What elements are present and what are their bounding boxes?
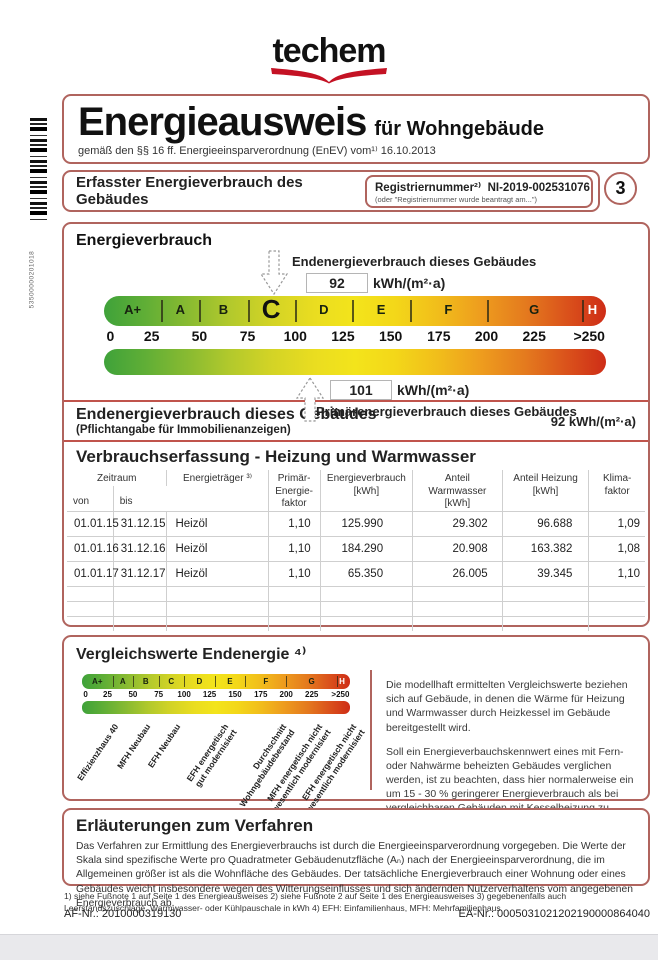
registration-number-box: Registriernummer²⁾ NI-2019-002531076 (od… xyxy=(365,174,593,208)
page-number-badge: 3 xyxy=(604,172,637,205)
comparison-box: Vergleichswerte Endenergie ⁴⁾ A+ A B C D… xyxy=(62,635,650,829)
energy-consumption-box: Energieverbrauch Endenergieverbrauch die… xyxy=(62,222,650,631)
end-energy-arrow-down-icon xyxy=(260,250,288,296)
end-energy-label: Endenergieverbrauch dieses Gebäudes xyxy=(292,254,537,269)
class-f: F xyxy=(444,302,453,317)
brand-logo-text: techem xyxy=(272,32,386,70)
class-g: G xyxy=(529,302,540,317)
energy-scale-section: Energieverbrauch Endenergieverbrauch die… xyxy=(64,224,648,422)
class-e: E xyxy=(376,302,386,317)
end-energy-summary-row: Endenergieverbrauch dieses Gebäudes (Pfl… xyxy=(64,400,648,440)
table-row: 01.01.16 31.12.16 Heizöl 1,10 184.290 20… xyxy=(67,535,645,561)
table-row: 01.01.15 31.12.15 Heizöl 1,10 125.990 29… xyxy=(67,510,645,536)
procedure-text: Das Verfahren zur Ermittlung des Energie… xyxy=(76,841,633,909)
primary-energy-value: 101 xyxy=(330,380,392,400)
energy-section-heading: Energieverbrauch xyxy=(76,232,213,249)
col-von: von xyxy=(67,486,114,511)
col-energieverbrauch: Energieverbrauch [kWh] xyxy=(320,470,414,511)
col-anteil-heizung: Anteil Heizung [kWh] xyxy=(502,470,590,511)
class-a: A xyxy=(175,302,185,317)
end-energy-unit: kWh/(m²·a) xyxy=(373,275,446,291)
recorded-consumption-box: Erfasster Energieverbrauch des Gebäudes … xyxy=(62,170,600,212)
barcode-number: 53500000201018 xyxy=(28,250,36,309)
consumption-table: Zeitraum Energieträger ³⁾ Primär- Energi… xyxy=(67,470,645,631)
ea-number: EA-Nr.: 0005031021202190000864040 xyxy=(458,908,650,920)
class-h: H xyxy=(587,302,598,317)
procedure-heading: Erläuterungen zum Verfahren xyxy=(76,816,314,835)
document-title: Energieausweis xyxy=(78,100,367,144)
table-row-empty xyxy=(67,600,645,616)
barcode: 53500000201018 xyxy=(28,118,47,308)
primary-energy-unit: kWh/(m²·a) xyxy=(397,382,470,398)
primary-energy-label: Primärenergieverbrauch dieses Gebäudes xyxy=(316,404,577,419)
comparison-paragraph-1: Die modellhaft ermittelten Vergleichswer… xyxy=(386,679,628,734)
energy-scale-ticks: 0 25 50 75 100 125 150 175 200 225 >250 xyxy=(104,326,606,349)
scan-edge xyxy=(0,934,658,960)
consumption-section: Verbrauchserfassung - Heizung und Warmwa… xyxy=(64,440,648,631)
energy-class-band: A+ A B C D E F G H xyxy=(104,294,606,326)
comparison-divider xyxy=(370,670,372,790)
end-energy-value: 92 xyxy=(306,273,368,293)
footnotes: 1) siehe Fußnote 1 auf Seite 1 des Energ… xyxy=(64,891,567,914)
end-energy-summary-heading: Endenergieverbrauch dieses Gebäudes xyxy=(76,406,377,423)
af-number: AF-Nr.: 2010000319130 xyxy=(64,908,182,920)
col-bis: bis xyxy=(119,496,133,507)
comparison-text: Die modellhaft ermittelten Vergleichswer… xyxy=(386,678,638,830)
col-primaerfaktor: Primär- Energie- faktor xyxy=(268,470,321,511)
class-d: D xyxy=(319,302,329,317)
procedure-box: Erläuterungen zum Verfahren Das Verfahre… xyxy=(62,808,650,909)
registration-number-label: Registriernummer²⁾ xyxy=(375,181,482,194)
energy-scale: A+ A B C D E F G H 0 25 50 xyxy=(104,294,606,375)
title-box: Energieausweis für Wohngebäude gemäß den … xyxy=(62,94,650,164)
end-energy-summary-subheading: (Pflichtangabe für Immobilienanzeigen) xyxy=(76,424,291,436)
comparison-scale: A+ A B C D E F G H 0 25 50 xyxy=(82,674,350,714)
table-row-empty xyxy=(67,615,645,631)
table-row: 01.01.17 31.12.17 Heizöl 1,10 65.350 26.… xyxy=(67,560,645,586)
registration-number-note: (oder "Registriernummer wurde beantragt … xyxy=(375,194,538,204)
end-energy-summary-value: 92 kWh/(m²·a) xyxy=(550,413,636,429)
recorded-consumption-label: Erfasster Energieverbrauch des Gebäudes xyxy=(76,174,303,208)
col-zeitraum: Zeitraum xyxy=(67,470,168,487)
class-c-current: C xyxy=(261,294,281,324)
table-row-empty xyxy=(67,585,645,601)
document-subtitle: gemäß den §§ 16 ff. Energieeinsparverord… xyxy=(78,145,436,157)
document-title-suffix: für Wohngebäude xyxy=(374,118,544,140)
col-anteil-warmwasser: Anteil Warmwasser [kWh] xyxy=(412,470,503,511)
brand-swoosh-icon xyxy=(271,68,387,84)
brand-logo: techem xyxy=(0,34,658,84)
registration-number-value: NI-2019-002531076 xyxy=(487,181,590,194)
col-klimafaktor: Klima- faktor xyxy=(603,473,632,497)
col-energietraeger: Energieträger ³⁾ xyxy=(166,470,269,511)
class-a-plus: A+ xyxy=(124,302,142,317)
comparison-reference-labels: Effizienzhaus 40 MFH Neubau EFH Neubau E… xyxy=(75,722,367,814)
comparison-heading: Vergleichswerte Endenergie ⁴⁾ xyxy=(76,646,307,663)
energy-gradient-bar xyxy=(104,349,606,375)
consumption-heading: Verbrauchserfassung - Heizung und Warmwa… xyxy=(76,447,476,466)
primary-energy-arrow-up-icon xyxy=(296,377,324,422)
class-b: B xyxy=(218,302,229,317)
